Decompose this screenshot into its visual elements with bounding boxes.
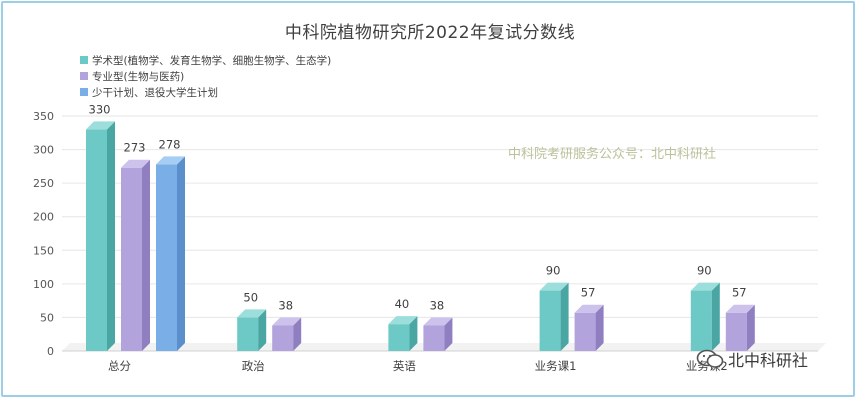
brand-name: 北中科研社 — [728, 351, 809, 370]
legend-swatch-professional — [80, 72, 88, 80]
data-label: 330 — [89, 102, 111, 116]
bar-side — [107, 121, 115, 351]
y-tick-label: 350 — [33, 110, 54, 123]
data-label: 38 — [430, 298, 445, 312]
bar — [690, 290, 712, 351]
bar-side — [444, 317, 453, 351]
y-tick-label: 300 — [33, 144, 54, 157]
bar — [388, 324, 410, 351]
bar-top — [86, 121, 115, 130]
bar-top — [156, 156, 185, 165]
data-label: 57 — [732, 286, 747, 300]
legend-swatch-academic — [80, 56, 88, 64]
bar-top — [388, 316, 418, 325]
y-tick-label: 0 — [47, 345, 54, 358]
bar-side — [746, 304, 755, 351]
bar-side — [711, 282, 720, 351]
y-tick-label: 200 — [33, 211, 54, 224]
bar-side — [293, 317, 302, 351]
legend-label-academic: 学术型(植物学、发育生物学、细胞生物学、生态学) — [92, 54, 332, 67]
bar — [121, 167, 142, 351]
bar-side — [595, 304, 604, 351]
bar — [539, 290, 561, 351]
data-label: 38 — [278, 298, 293, 312]
data-label: 273 — [124, 141, 146, 155]
data-label: 40 — [395, 297, 410, 311]
bar — [272, 325, 294, 351]
data-label: 90 — [546, 264, 561, 278]
bar-top — [121, 159, 150, 168]
y-tick-label: 150 — [33, 244, 54, 257]
chart-title: 中科院植物研究所2022年复试分数线 — [284, 23, 576, 43]
legend-item-academic: 学术型(植物学、发育生物学、细胞生物学、生态学) — [80, 52, 331, 68]
y-tick-label: 250 — [33, 177, 54, 190]
bar-side — [258, 309, 267, 351]
data-label: 57 — [581, 286, 596, 300]
chart-legend: 学术型(植物学、发育生物学、细胞生物学、生态学) 专业型(生物与医药) 少干计划… — [80, 52, 331, 100]
legend-item-professional: 专业型(生物与医药) — [80, 68, 331, 84]
bar-top — [690, 282, 720, 291]
legend-swatch-special-plan — [80, 88, 88, 96]
legend-label-professional: 专业型(生物与医药) — [92, 70, 185, 83]
bar — [156, 164, 177, 351]
bar-top — [539, 282, 569, 291]
data-label: 90 — [697, 264, 712, 278]
x-tick-label: 总分 — [108, 359, 131, 373]
bar-side — [560, 282, 569, 351]
y-tick-label: 50 — [40, 311, 54, 324]
wechat-icon — [696, 349, 724, 368]
bar-top — [725, 304, 755, 313]
x-tick-label: 业务课1 — [535, 359, 577, 373]
bar-side — [142, 159, 150, 351]
bar-top — [423, 317, 453, 326]
bar-top — [237, 309, 267, 318]
watermark-text: 中科院考研服务公众号：北中科研社 — [508, 147, 717, 162]
legend-label-special-plan: 少干计划、退役大学生计划 — [92, 86, 218, 99]
x-tick-label: 英语 — [393, 359, 416, 373]
bar — [237, 317, 259, 351]
bar — [574, 312, 596, 351]
brand-badge: 北中科研社 — [696, 347, 808, 371]
bar — [86, 129, 107, 351]
data-label: 278 — [159, 137, 181, 151]
bar-top — [574, 304, 604, 313]
y-tick-label: 100 — [33, 278, 54, 291]
x-tick-label: 政治 — [242, 359, 265, 373]
bar-top — [272, 317, 302, 326]
data-label: 50 — [243, 290, 258, 304]
bar-side — [177, 156, 185, 351]
legend-item-special-plan: 少干计划、退役大学生计划 — [80, 84, 331, 100]
bar — [725, 312, 747, 351]
bar-side — [409, 316, 418, 351]
bar — [423, 325, 445, 351]
